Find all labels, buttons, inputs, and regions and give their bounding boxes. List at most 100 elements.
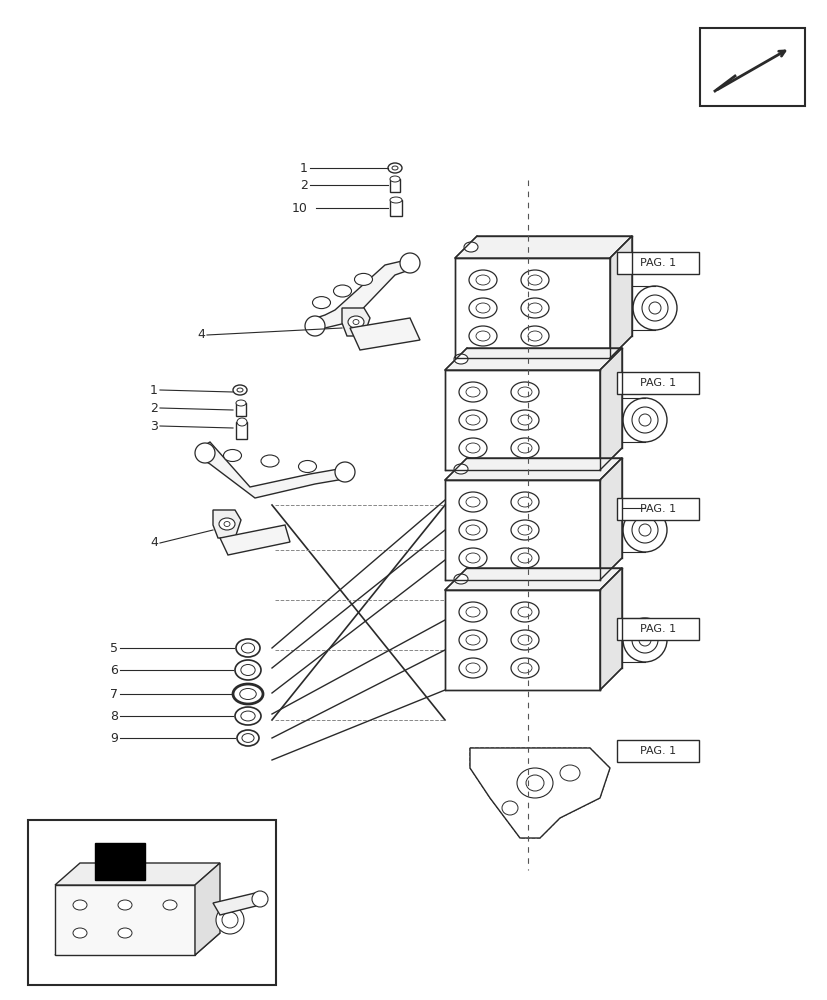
Polygon shape — [55, 933, 220, 955]
Text: PAG. 1: PAG. 1 — [639, 378, 676, 388]
Ellipse shape — [638, 524, 650, 536]
Ellipse shape — [458, 492, 486, 512]
Ellipse shape — [466, 525, 480, 535]
Ellipse shape — [559, 765, 579, 781]
Ellipse shape — [466, 635, 480, 645]
Polygon shape — [444, 480, 600, 580]
Ellipse shape — [622, 508, 667, 552]
Ellipse shape — [224, 522, 230, 526]
Ellipse shape — [390, 197, 402, 203]
Ellipse shape — [518, 607, 532, 617]
Ellipse shape — [237, 418, 246, 426]
Polygon shape — [600, 348, 621, 470]
Bar — [236, 403, 246, 416]
Ellipse shape — [195, 443, 215, 463]
Ellipse shape — [632, 286, 676, 330]
Ellipse shape — [352, 320, 359, 324]
Ellipse shape — [453, 574, 467, 584]
Ellipse shape — [236, 639, 260, 657]
Ellipse shape — [648, 302, 660, 314]
Ellipse shape — [237, 730, 259, 746]
Ellipse shape — [638, 414, 650, 426]
Bar — [28, 820, 275, 985]
Ellipse shape — [232, 684, 263, 704]
Ellipse shape — [622, 618, 667, 662]
Ellipse shape — [73, 900, 87, 910]
Text: 3: 3 — [150, 420, 158, 432]
Ellipse shape — [237, 388, 242, 392]
Ellipse shape — [528, 331, 542, 341]
Text: 2: 2 — [299, 179, 308, 192]
Ellipse shape — [510, 410, 538, 430]
Ellipse shape — [73, 928, 87, 938]
Polygon shape — [609, 236, 631, 358]
Ellipse shape — [518, 497, 532, 507]
Polygon shape — [444, 568, 621, 590]
Ellipse shape — [510, 548, 538, 568]
Ellipse shape — [458, 438, 486, 458]
Ellipse shape — [299, 460, 316, 473]
Polygon shape — [200, 442, 350, 498]
Text: PAG. 1: PAG. 1 — [639, 504, 676, 514]
Polygon shape — [444, 348, 621, 370]
Ellipse shape — [468, 298, 496, 318]
Polygon shape — [600, 458, 621, 580]
Ellipse shape — [631, 407, 657, 433]
Text: 1: 1 — [299, 162, 308, 175]
Bar — [236, 422, 246, 439]
Ellipse shape — [518, 553, 532, 563]
Ellipse shape — [312, 297, 330, 309]
Ellipse shape — [510, 658, 538, 678]
Text: 5: 5 — [110, 642, 118, 654]
Ellipse shape — [466, 415, 480, 425]
Text: 6: 6 — [110, 664, 118, 676]
Ellipse shape — [453, 354, 467, 364]
Polygon shape — [55, 885, 195, 955]
Bar — [390, 179, 399, 192]
Ellipse shape — [118, 900, 131, 910]
Ellipse shape — [476, 303, 490, 313]
Ellipse shape — [232, 385, 246, 395]
Ellipse shape — [510, 520, 538, 540]
Bar — [616, 498, 698, 520]
Ellipse shape — [518, 663, 532, 673]
Ellipse shape — [458, 410, 486, 430]
Ellipse shape — [518, 525, 532, 535]
Ellipse shape — [518, 387, 532, 397]
Text: PAG. 1: PAG. 1 — [639, 624, 676, 634]
Ellipse shape — [468, 326, 496, 346]
Ellipse shape — [261, 455, 279, 467]
Bar — [616, 252, 698, 274]
Ellipse shape — [641, 295, 667, 321]
Ellipse shape — [458, 548, 486, 568]
Ellipse shape — [510, 438, 538, 458]
Text: 4: 4 — [197, 328, 205, 342]
Ellipse shape — [235, 660, 261, 680]
Ellipse shape — [399, 253, 419, 273]
Bar — [699, 28, 804, 106]
Ellipse shape — [518, 635, 532, 645]
Ellipse shape — [525, 775, 543, 791]
Polygon shape — [470, 748, 609, 838]
Ellipse shape — [466, 443, 480, 453]
Ellipse shape — [463, 242, 477, 252]
Text: 8: 8 — [110, 710, 118, 722]
Ellipse shape — [622, 398, 667, 442]
Text: PAG. 1: PAG. 1 — [639, 746, 676, 756]
Ellipse shape — [391, 166, 398, 170]
Ellipse shape — [520, 326, 548, 346]
Polygon shape — [350, 318, 419, 350]
Polygon shape — [220, 525, 289, 555]
Ellipse shape — [453, 464, 467, 474]
Polygon shape — [444, 458, 621, 480]
Ellipse shape — [468, 270, 496, 290]
Polygon shape — [55, 863, 220, 885]
Bar — [390, 200, 402, 216]
Ellipse shape — [518, 443, 532, 453]
Ellipse shape — [335, 462, 355, 482]
Text: 10: 10 — [292, 202, 308, 215]
Ellipse shape — [466, 607, 480, 617]
Polygon shape — [95, 843, 145, 880]
Ellipse shape — [240, 688, 256, 700]
Text: 2: 2 — [150, 401, 158, 414]
